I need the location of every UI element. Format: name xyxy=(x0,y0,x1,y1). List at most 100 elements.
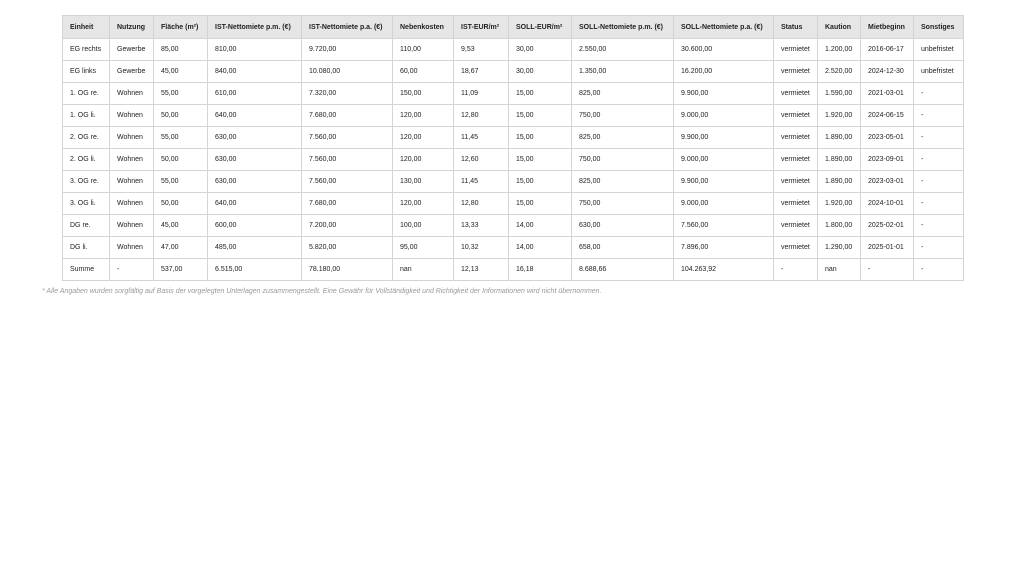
table-cell: - xyxy=(860,258,914,281)
header-cell: SOLL-EUR/m² xyxy=(508,15,572,39)
table-cell: 750,00 xyxy=(571,192,674,215)
table-row: 3. OG re. Wohnen 55,00 630,00 7.560,00 130,00… xyxy=(62,170,964,193)
table-cell: 7.560,00 xyxy=(301,170,393,193)
table-cell: 7.200,00 xyxy=(301,214,393,237)
table-cell: vermietet xyxy=(773,148,818,171)
table-cell: 2021-03-01 xyxy=(860,82,914,105)
table-cell: - xyxy=(109,258,154,281)
table-cell: 3. OG re. xyxy=(62,170,110,193)
table-cell: 750,00 xyxy=(571,104,674,127)
table-cell: 630,00 xyxy=(207,148,302,171)
table-row: EG links Gewerbe 45,00 840,00 10.080,00 60,00… xyxy=(62,60,964,83)
header-cell: IST-Nettomiete p.a. (€) xyxy=(301,15,393,39)
table-cell: Wohnen xyxy=(109,148,154,171)
table-cell: 150,00 xyxy=(392,82,454,105)
table-cell: 16.200,00 xyxy=(673,60,774,83)
table-cell: 15,00 xyxy=(508,148,572,171)
table-cell: 7.896,00 xyxy=(673,236,774,259)
table-cell: unbefristet xyxy=(913,38,964,61)
table-cell: 110,00 xyxy=(392,38,454,61)
table-cell: DG re. xyxy=(62,214,110,237)
table-cell: 1. OG re. xyxy=(62,82,110,105)
table-cell: 11,09 xyxy=(453,82,509,105)
table-cell: 825,00 xyxy=(571,82,674,105)
table-cell: 6.515,00 xyxy=(207,258,302,281)
table-cell: 2.550,00 xyxy=(571,38,674,61)
header-cell: IST-EUR/m² xyxy=(453,15,509,39)
table-cell: 1.590,00 xyxy=(817,82,861,105)
table-cell: 2025-01-01 xyxy=(860,236,914,259)
table-cell: 2025-02-01 xyxy=(860,214,914,237)
table-cell: 12,13 xyxy=(453,258,509,281)
table-row: EG rechts Gewerbe 85,00 810,00 9.720,00 110,0… xyxy=(62,38,964,61)
table-cell: 9.000,00 xyxy=(673,104,774,127)
table-cell: 750,00 xyxy=(571,148,674,171)
table-cell: 630,00 xyxy=(207,170,302,193)
table-cell: 12,80 xyxy=(453,192,509,215)
table-cell: 120,00 xyxy=(392,126,454,149)
table-cell: 9.720,00 xyxy=(301,38,393,61)
table-cell: 55,00 xyxy=(153,82,208,105)
table-cell: 810,00 xyxy=(207,38,302,61)
table-cell: 1.350,00 xyxy=(571,60,674,83)
table-cell: 104.263,92 xyxy=(673,258,774,281)
table-cell: vermietet xyxy=(773,170,818,193)
table-cell: 7.680,00 xyxy=(301,104,393,127)
table-cell: - xyxy=(913,192,964,215)
table-cell: 11,45 xyxy=(453,126,509,149)
table-cell: 100,00 xyxy=(392,214,454,237)
table-cell: 1.890,00 xyxy=(817,170,861,193)
table-row: 1. OG re. Wohnen 55,00 610,00 7.320,00 150,00… xyxy=(62,82,964,105)
table-cell: 658,00 xyxy=(571,236,674,259)
table-cell: 7.560,00 xyxy=(301,148,393,171)
table-cell: - xyxy=(913,236,964,259)
table-cell: 9.000,00 xyxy=(673,148,774,171)
table-cell: - xyxy=(913,148,964,171)
table-cell: 95,00 xyxy=(392,236,454,259)
header-cell: Kaution xyxy=(817,15,861,39)
table-cell: 600,00 xyxy=(207,214,302,237)
table-cell: 18,67 xyxy=(453,60,509,83)
table-cell: DG li. xyxy=(62,236,110,259)
table-cell: 15,00 xyxy=(508,126,572,149)
table-cell: 13,33 xyxy=(453,214,509,237)
table-cell: EG links xyxy=(62,60,110,83)
table-cell: unbefristet xyxy=(913,60,964,83)
table-cell: Wohnen xyxy=(109,126,154,149)
table-cell: 5.820,00 xyxy=(301,236,393,259)
table-cell: 2024-06-15 xyxy=(860,104,914,127)
table-cell: nan xyxy=(392,258,454,281)
table-cell: 15,00 xyxy=(508,192,572,215)
table-cell: 30.600,00 xyxy=(673,38,774,61)
table-cell: 50,00 xyxy=(153,104,208,127)
table-cell: 2023-09-01 xyxy=(860,148,914,171)
header-cell: Status xyxy=(773,15,818,39)
table-cell: - xyxy=(913,258,964,281)
header-cell: IST-Nettomiete p.m. (€) xyxy=(207,15,302,39)
table-cell: 30,00 xyxy=(508,60,572,83)
table-cell: 7.560,00 xyxy=(673,214,774,237)
table-cell: 2.520,00 xyxy=(817,60,861,83)
table-cell: 14,00 xyxy=(508,236,572,259)
table-cell: 50,00 xyxy=(153,192,208,215)
table-cell: 630,00 xyxy=(207,126,302,149)
table-cell: 630,00 xyxy=(571,214,674,237)
table-cell: 610,00 xyxy=(207,82,302,105)
table-cell: nan xyxy=(817,258,861,281)
table-cell: vermietet xyxy=(773,126,818,149)
table-cell: 30,00 xyxy=(508,38,572,61)
table-cell: - xyxy=(913,170,964,193)
table-row: DG li. Wohnen 47,00 485,00 5.820,00 95,00 10,3… xyxy=(62,236,964,259)
table-cell: 1.290,00 xyxy=(817,236,861,259)
table-cell: 15,00 xyxy=(508,104,572,127)
table-cell: vermietet xyxy=(773,38,818,61)
footnote: * Alle Angaben wurden sorgfältig auf Bas… xyxy=(42,288,602,295)
table-cell: 1.920,00 xyxy=(817,104,861,127)
table-cell: 2016-06-17 xyxy=(860,38,914,61)
header-cell: Fläche (m²) xyxy=(153,15,208,39)
table-cell: 78.180,00 xyxy=(301,258,393,281)
table-cell: Wohnen xyxy=(109,170,154,193)
table-cell: 9.900,00 xyxy=(673,126,774,149)
table-cell: 2024-12-30 xyxy=(860,60,914,83)
table-cell: 3. OG li. xyxy=(62,192,110,215)
